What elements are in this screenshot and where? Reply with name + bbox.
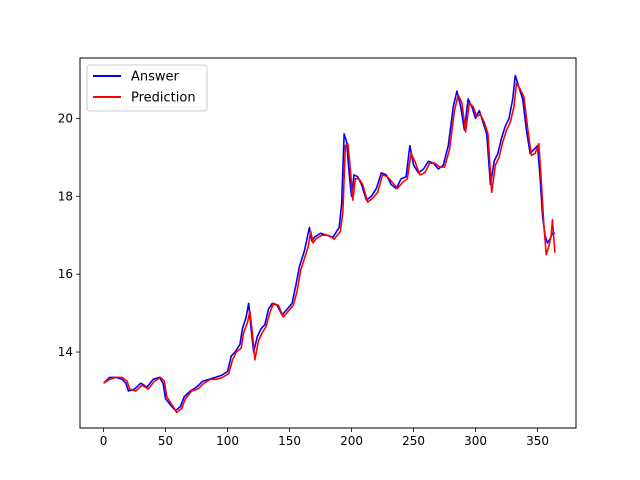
x-tick-label: 100 bbox=[216, 434, 239, 448]
x-tick-label: 350 bbox=[526, 434, 549, 448]
x-tick-label: 50 bbox=[158, 434, 173, 448]
y-tick-label: 20 bbox=[58, 111, 73, 125]
legend: Answer Prediction bbox=[86, 64, 208, 112]
y-tick-label: 18 bbox=[58, 189, 73, 203]
x-tick-label: 0 bbox=[100, 434, 108, 448]
x-tick-label: 300 bbox=[464, 434, 487, 448]
axes-layer: 0 50 100 150 200 250 300 350 14 16 18 20 bbox=[58, 111, 549, 448]
y-tick-label: 16 bbox=[58, 267, 73, 281]
series-layer bbox=[103, 74, 556, 414]
legend-label-prediction: Prediction bbox=[131, 91, 196, 106]
x-tick-label: 200 bbox=[340, 434, 363, 448]
x-tick-label: 250 bbox=[402, 434, 425, 448]
plot-area bbox=[80, 58, 576, 428]
legend-label-answer: Answer bbox=[131, 70, 180, 85]
plot-frame bbox=[79, 57, 577, 429]
series-line-prediction bbox=[103, 82, 556, 414]
series-line-answer bbox=[103, 74, 555, 412]
x-tick-label: 150 bbox=[278, 434, 301, 448]
y-tick-label: 14 bbox=[58, 345, 73, 359]
